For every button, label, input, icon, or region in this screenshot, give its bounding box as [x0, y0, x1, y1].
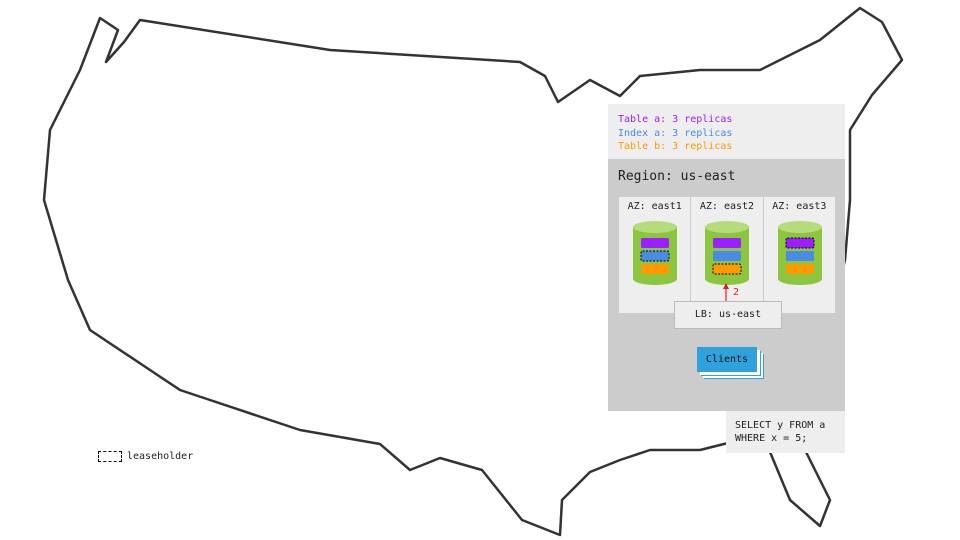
- arrow-up-icon: [723, 283, 729, 301]
- az-east2: AZ: east2: [691, 197, 764, 313]
- az-east1: AZ: east1: [619, 197, 692, 313]
- query-line-1: SELECT y FROM a: [735, 420, 826, 431]
- replica-range: [712, 263, 742, 275]
- replica-range: [785, 264, 814, 274]
- replica-range: [713, 251, 742, 261]
- replica-range: [641, 238, 669, 248]
- cylinder-top: [705, 221, 750, 233]
- cylinder-top: [633, 221, 677, 233]
- load-balancer: LB: us-east: [674, 301, 782, 329]
- replica-legend: Table a: 3 replicas Index a: 3 replicas …: [608, 104, 845, 160]
- leaseholder-legend: leaseholder: [98, 451, 193, 462]
- clients-box: Clients: [697, 347, 757, 372]
- replica-range: [713, 238, 742, 248]
- arrow-label: 2: [733, 287, 740, 298]
- sql-query: SELECT y FROM a WHERE x = 5;: [726, 411, 845, 453]
- replica-range: [785, 251, 814, 261]
- node-cylinder: [777, 221, 822, 285]
- az-label: AZ: east2: [699, 201, 755, 212]
- cylinder-bottom: [777, 273, 822, 285]
- legend-table-b: Table b: 3 replicas: [618, 141, 733, 152]
- node-cylinder: [705, 221, 750, 285]
- az-label: AZ: east1: [627, 201, 682, 212]
- replica-range: [785, 237, 815, 249]
- replica-range: [641, 264, 669, 274]
- region-title: Region: us-east: [618, 169, 736, 184]
- replica-range: [640, 250, 670, 262]
- legend-index-a: Index a: 3 replicas: [618, 127, 733, 139]
- query-line-2: WHERE x = 5;: [735, 433, 808, 444]
- cylinder-bottom: [633, 273, 677, 285]
- leaseholder-label: leaseholder: [127, 451, 194, 462]
- az-east3: AZ: east3: [764, 197, 835, 313]
- node-cylinder: [633, 221, 677, 285]
- legend-table-a: Table a: 3 replicas: [618, 114, 733, 125]
- cylinder-bottom: [705, 273, 750, 285]
- region-us-east: Region: us-east AZ: east1 AZ: east2 AZ: …: [608, 159, 845, 411]
- cylinder-top: [777, 221, 822, 233]
- az-label: AZ: east3: [772, 201, 827, 212]
- dashed-box-icon: [98, 451, 122, 462]
- az-container: AZ: east1 AZ: east2 AZ: east3: [619, 197, 835, 313]
